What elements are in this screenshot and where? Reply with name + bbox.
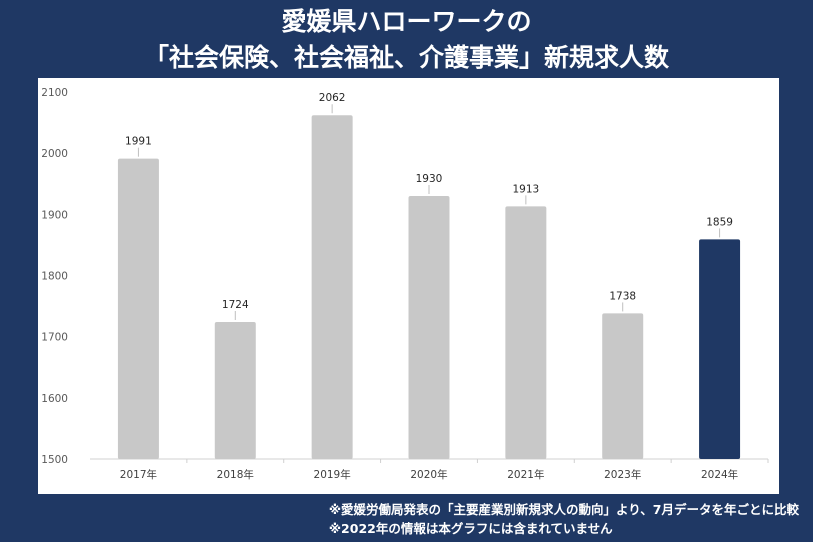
- x-tick-label: 2021年: [507, 468, 544, 481]
- y-tick-label: 1800: [41, 271, 68, 283]
- y-tick-label: 1600: [41, 393, 68, 405]
- x-tick-label: 2024年: [701, 468, 738, 481]
- footnote-exclusion: ※2022年の情報は本グラフには含まれていません: [328, 521, 613, 536]
- x-tick-label: 2023年: [604, 468, 641, 481]
- data-label: 1930: [416, 173, 443, 185]
- data-label: 1859: [706, 216, 733, 228]
- chart-panel: 1500 1600 1700 1800 1900 2000 2100 1991 2017年 172…: [38, 78, 779, 494]
- x-tick-label: 2017年: [120, 468, 157, 481]
- x-tick-label: 2019年: [314, 468, 351, 481]
- bar: [408, 195, 450, 459]
- bar-chart: 1500 1600 1700 1800 1900 2000 2100 1991 2017年 172…: [41, 87, 769, 481]
- bar: [311, 115, 353, 459]
- x-tick-label: 2018年: [217, 468, 254, 481]
- y-tick-label: 1900: [41, 209, 68, 221]
- y-tick-label: 1700: [41, 332, 68, 344]
- data-label: 1738: [609, 290, 636, 302]
- footnotes: ※愛媛労働局発表の「主要産業別新規求人の動向」より、7月データを年ごとに比較 ※…: [329, 500, 799, 538]
- footnote-source: ※愛媛労働局発表の「主要産業別新規求人の動向」より、7月データを年ごとに比較: [328, 502, 799, 517]
- data-label: 1913: [512, 183, 539, 195]
- bar: [505, 206, 547, 459]
- data-label: 1991: [125, 136, 152, 148]
- data-label: 2062: [319, 92, 346, 104]
- y-tick-label: 2000: [41, 148, 68, 160]
- bar: [117, 158, 159, 459]
- data-label: 1724: [222, 299, 249, 311]
- chart-title-line2: 「社会保険、社会福祉、介護事業」新規求人数: [143, 43, 669, 72]
- bar: [214, 321, 256, 459]
- bar: [699, 239, 741, 459]
- chart-title-line1: 愛媛県ハローワークの: [281, 7, 532, 36]
- x-tick-label: 2020年: [410, 468, 447, 481]
- bar: [602, 313, 644, 459]
- y-tick-label: 1500: [41, 454, 68, 466]
- y-tick-label: 2100: [41, 87, 68, 99]
